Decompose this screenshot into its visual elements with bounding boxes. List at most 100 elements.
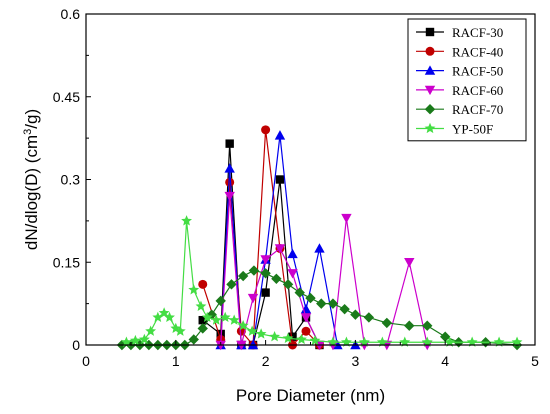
data-point: [215, 295, 226, 307]
y-axis-title: dN/dlog(D) (cm3/g): [22, 109, 41, 250]
legend-label: RACF-50: [452, 64, 503, 79]
legend-item-racf-60: RACF-60: [416, 83, 503, 98]
y-axis-title-superscript: 3: [22, 129, 34, 135]
data-point: [188, 284, 200, 295]
data-point: [422, 320, 433, 331]
legend-marker: [425, 27, 435, 37]
data-point: [440, 331, 451, 342]
data-point: [287, 248, 298, 259]
data-point: [226, 279, 237, 290]
x-tick-label: 3: [352, 353, 360, 369]
series-yp-50f: [120, 215, 523, 347]
legend-label: RACF-30: [452, 25, 503, 40]
data-point: [198, 315, 207, 325]
data-point: [404, 320, 415, 331]
data-point: [327, 298, 339, 309]
x-tick-label: 5: [531, 353, 539, 369]
data-point: [248, 265, 260, 276]
data-point: [210, 314, 222, 325]
data-point: [164, 311, 175, 323]
data-point: [255, 328, 267, 339]
data-point: [282, 279, 294, 290]
plot-area: [116, 125, 523, 351]
legend-item-yp-50f: YP-50F: [416, 122, 493, 137]
legend-label: RACF-60: [452, 83, 503, 98]
data-point: [188, 334, 199, 345]
data-point: [224, 163, 235, 173]
data-point: [300, 313, 312, 323]
y-tick-label: 0.3: [61, 172, 81, 188]
y-tick-label: 0: [72, 337, 80, 353]
data-point: [301, 326, 311, 336]
legend-item-racf-30: RACF-30: [416, 25, 503, 40]
data-point: [260, 268, 271, 279]
data-point: [294, 287, 305, 298]
data-point: [224, 191, 235, 202]
data-point: [466, 336, 478, 347]
data-point: [261, 288, 270, 297]
legend-marker: [424, 122, 436, 134]
data-point: [201, 311, 213, 323]
series-racf-70: [116, 265, 523, 351]
data-point: [195, 300, 207, 311]
y-tick-label: 0.15: [53, 254, 80, 270]
data-point: [363, 312, 375, 323]
data-point: [287, 269, 298, 279]
data-point: [350, 309, 361, 320]
data-point: [300, 303, 312, 314]
data-point: [296, 333, 307, 345]
data-point: [247, 293, 259, 304]
data-point: [275, 175, 285, 184]
data-point: [225, 177, 235, 187]
series-racf-50: [215, 130, 361, 350]
legend-item-racf-40: RACF-40: [416, 44, 503, 59]
data-point: [181, 215, 192, 226]
data-point: [158, 307, 170, 318]
data-point: [376, 336, 388, 347]
data-point: [327, 336, 339, 347]
data-point: [309, 334, 321, 346]
data-point: [269, 331, 280, 342]
x-tick-label: 2: [262, 353, 270, 369]
legend-marker: [425, 46, 435, 56]
legend-box: [407, 18, 527, 142]
data-point: [236, 326, 246, 336]
y-axis-title-main: dN/dlog(D) (cm: [22, 135, 41, 250]
legend-item-racf-70: RACF-70: [416, 102, 503, 117]
data-point: [341, 336, 352, 347]
data-point: [120, 336, 132, 347]
data-point: [260, 255, 271, 265]
data-point: [274, 130, 286, 140]
legend-label: RACF-40: [452, 44, 503, 59]
data-point: [228, 314, 240, 325]
data-point: [206, 309, 217, 320]
data-point: [237, 319, 249, 331]
data-point: [261, 125, 271, 135]
data-point: [316, 298, 327, 309]
data-point: [305, 292, 316, 304]
data-point: [404, 258, 415, 268]
data-point: [198, 279, 208, 289]
y-tick-label: 0.6: [61, 6, 81, 22]
y-tick-label: 0.45: [53, 89, 80, 105]
legend-marker: [424, 65, 436, 75]
data-point: [152, 311, 164, 323]
data-point: [174, 325, 186, 336]
legend-item-racf-50: RACF-50: [416, 64, 503, 79]
legend-label: YP-50F: [452, 122, 493, 137]
data-point: [421, 336, 433, 347]
data-point: [511, 336, 523, 347]
data-point: [282, 332, 294, 343]
axes: 0 1 2 3 4 5 0 0.15 0.3 0.45 0.6: [53, 6, 539, 369]
x-tick-label: 1: [172, 353, 180, 369]
data-point: [219, 311, 231, 323]
data-point: [339, 303, 350, 315]
data-point: [381, 317, 393, 329]
data-point: [138, 333, 150, 345]
data-point: [314, 243, 325, 253]
data-point: [444, 336, 456, 347]
data-point: [493, 336, 505, 347]
y-axis-title-tail: /g): [22, 109, 41, 129]
data-point: [225, 139, 234, 148]
